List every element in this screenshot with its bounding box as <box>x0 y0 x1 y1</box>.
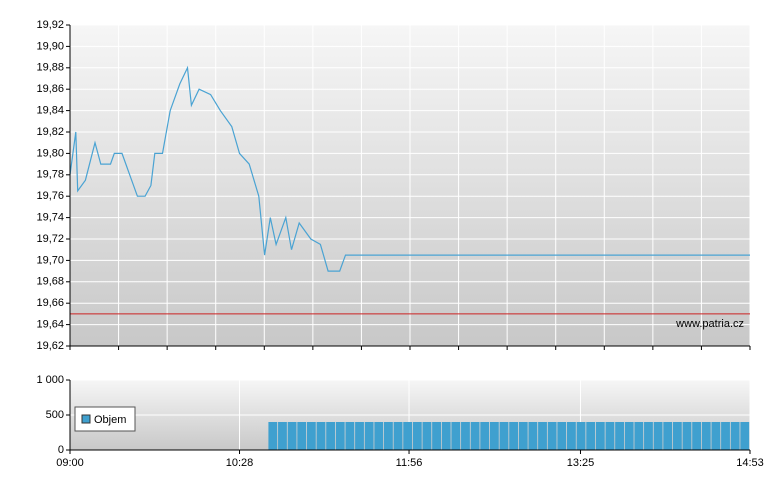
x-tick-label: 11:56 <box>396 457 423 469</box>
x-tick-label: 09:00 <box>56 457 84 469</box>
volume-bar <box>374 422 384 450</box>
volume-bar <box>672 422 682 450</box>
volume-bar <box>364 422 374 450</box>
y-tick-label: 0 <box>58 444 64 456</box>
y-tick-label: 19,86 <box>36 83 64 95</box>
y-tick-label: 19,80 <box>36 147 64 159</box>
volume-bar <box>306 422 316 450</box>
volume-bar <box>721 422 730 450</box>
volume-bar <box>441 422 451 450</box>
volume-bar <box>653 422 663 450</box>
legend-label: Objem <box>94 414 126 426</box>
x-tick-label: 14:53 <box>736 457 764 469</box>
volume-bar <box>557 422 567 450</box>
y-tick-label: 19,72 <box>36 233 64 245</box>
volume-bar <box>355 422 364 450</box>
volume-bar <box>268 422 278 450</box>
watermark: www.patria.cz <box>675 318 744 330</box>
volume-bar <box>701 422 711 450</box>
y-tick-label: 19,84 <box>36 105 64 117</box>
volume-bar <box>634 422 644 450</box>
y-tick-label: 19,68 <box>36 276 64 288</box>
y-tick-label: 19,78 <box>36 169 64 181</box>
volume-bar <box>499 422 509 450</box>
volume-bar <box>345 422 355 450</box>
volume-bar <box>692 422 702 450</box>
volume-bar <box>538 422 547 450</box>
volume-bar <box>586 422 596 450</box>
volume-bar <box>451 422 461 450</box>
volume-bar <box>403 422 413 450</box>
y-tick-label: 500 <box>46 409 64 421</box>
volume-bar <box>663 422 673 450</box>
volume-bar <box>278 422 287 450</box>
volume-bar <box>287 422 297 450</box>
volume-bar <box>566 422 576 450</box>
y-tick-label: 19,74 <box>36 212 64 224</box>
volume-bar <box>605 422 615 450</box>
volume-bar <box>624 422 634 450</box>
volume-bar <box>644 422 653 450</box>
volume-bar <box>412 422 422 450</box>
volume-bar <box>470 422 480 450</box>
y-tick-label: 19,76 <box>36 190 64 202</box>
x-tick-label: 10:28 <box>226 457 254 469</box>
volume-bar <box>297 422 307 450</box>
volume-bar <box>393 422 403 450</box>
volume-bar <box>615 422 624 450</box>
volume-bar <box>518 422 528 450</box>
volume-bar <box>489 422 499 450</box>
y-tick-label: 1 000 <box>36 374 64 386</box>
y-tick-label: 19,88 <box>36 62 64 74</box>
y-tick-label: 19,66 <box>36 297 64 309</box>
volume-bar <box>422 422 432 450</box>
volume-bar <box>682 422 692 450</box>
x-tick-label: 13:25 <box>567 457 595 469</box>
y-tick-label: 19,62 <box>36 340 64 352</box>
volume-bar <box>326 422 336 450</box>
volume-bar <box>576 422 586 450</box>
y-tick-label: 19,92 <box>36 19 64 31</box>
volume-bar <box>335 422 345 450</box>
price-line <box>69 65 750 272</box>
volume-bar <box>461 422 470 450</box>
y-tick-label: 19,90 <box>36 40 64 52</box>
volume-bar <box>383 422 393 450</box>
volume-bar <box>509 422 519 450</box>
y-tick-label: 19,82 <box>36 126 64 138</box>
y-tick-label: 19,64 <box>36 319 64 331</box>
volume-bar <box>595 422 605 450</box>
volume-bar <box>528 422 538 450</box>
volume-bar <box>547 422 557 450</box>
volume-bar <box>432 422 441 450</box>
volume-bar <box>480 422 490 450</box>
legend-swatch <box>81 414 91 424</box>
volume-bar <box>316 422 326 450</box>
volume-bar <box>711 422 721 450</box>
y-tick-label: 19,70 <box>36 254 64 266</box>
volume-bar <box>740 422 750 450</box>
volume-bar <box>730 422 740 450</box>
